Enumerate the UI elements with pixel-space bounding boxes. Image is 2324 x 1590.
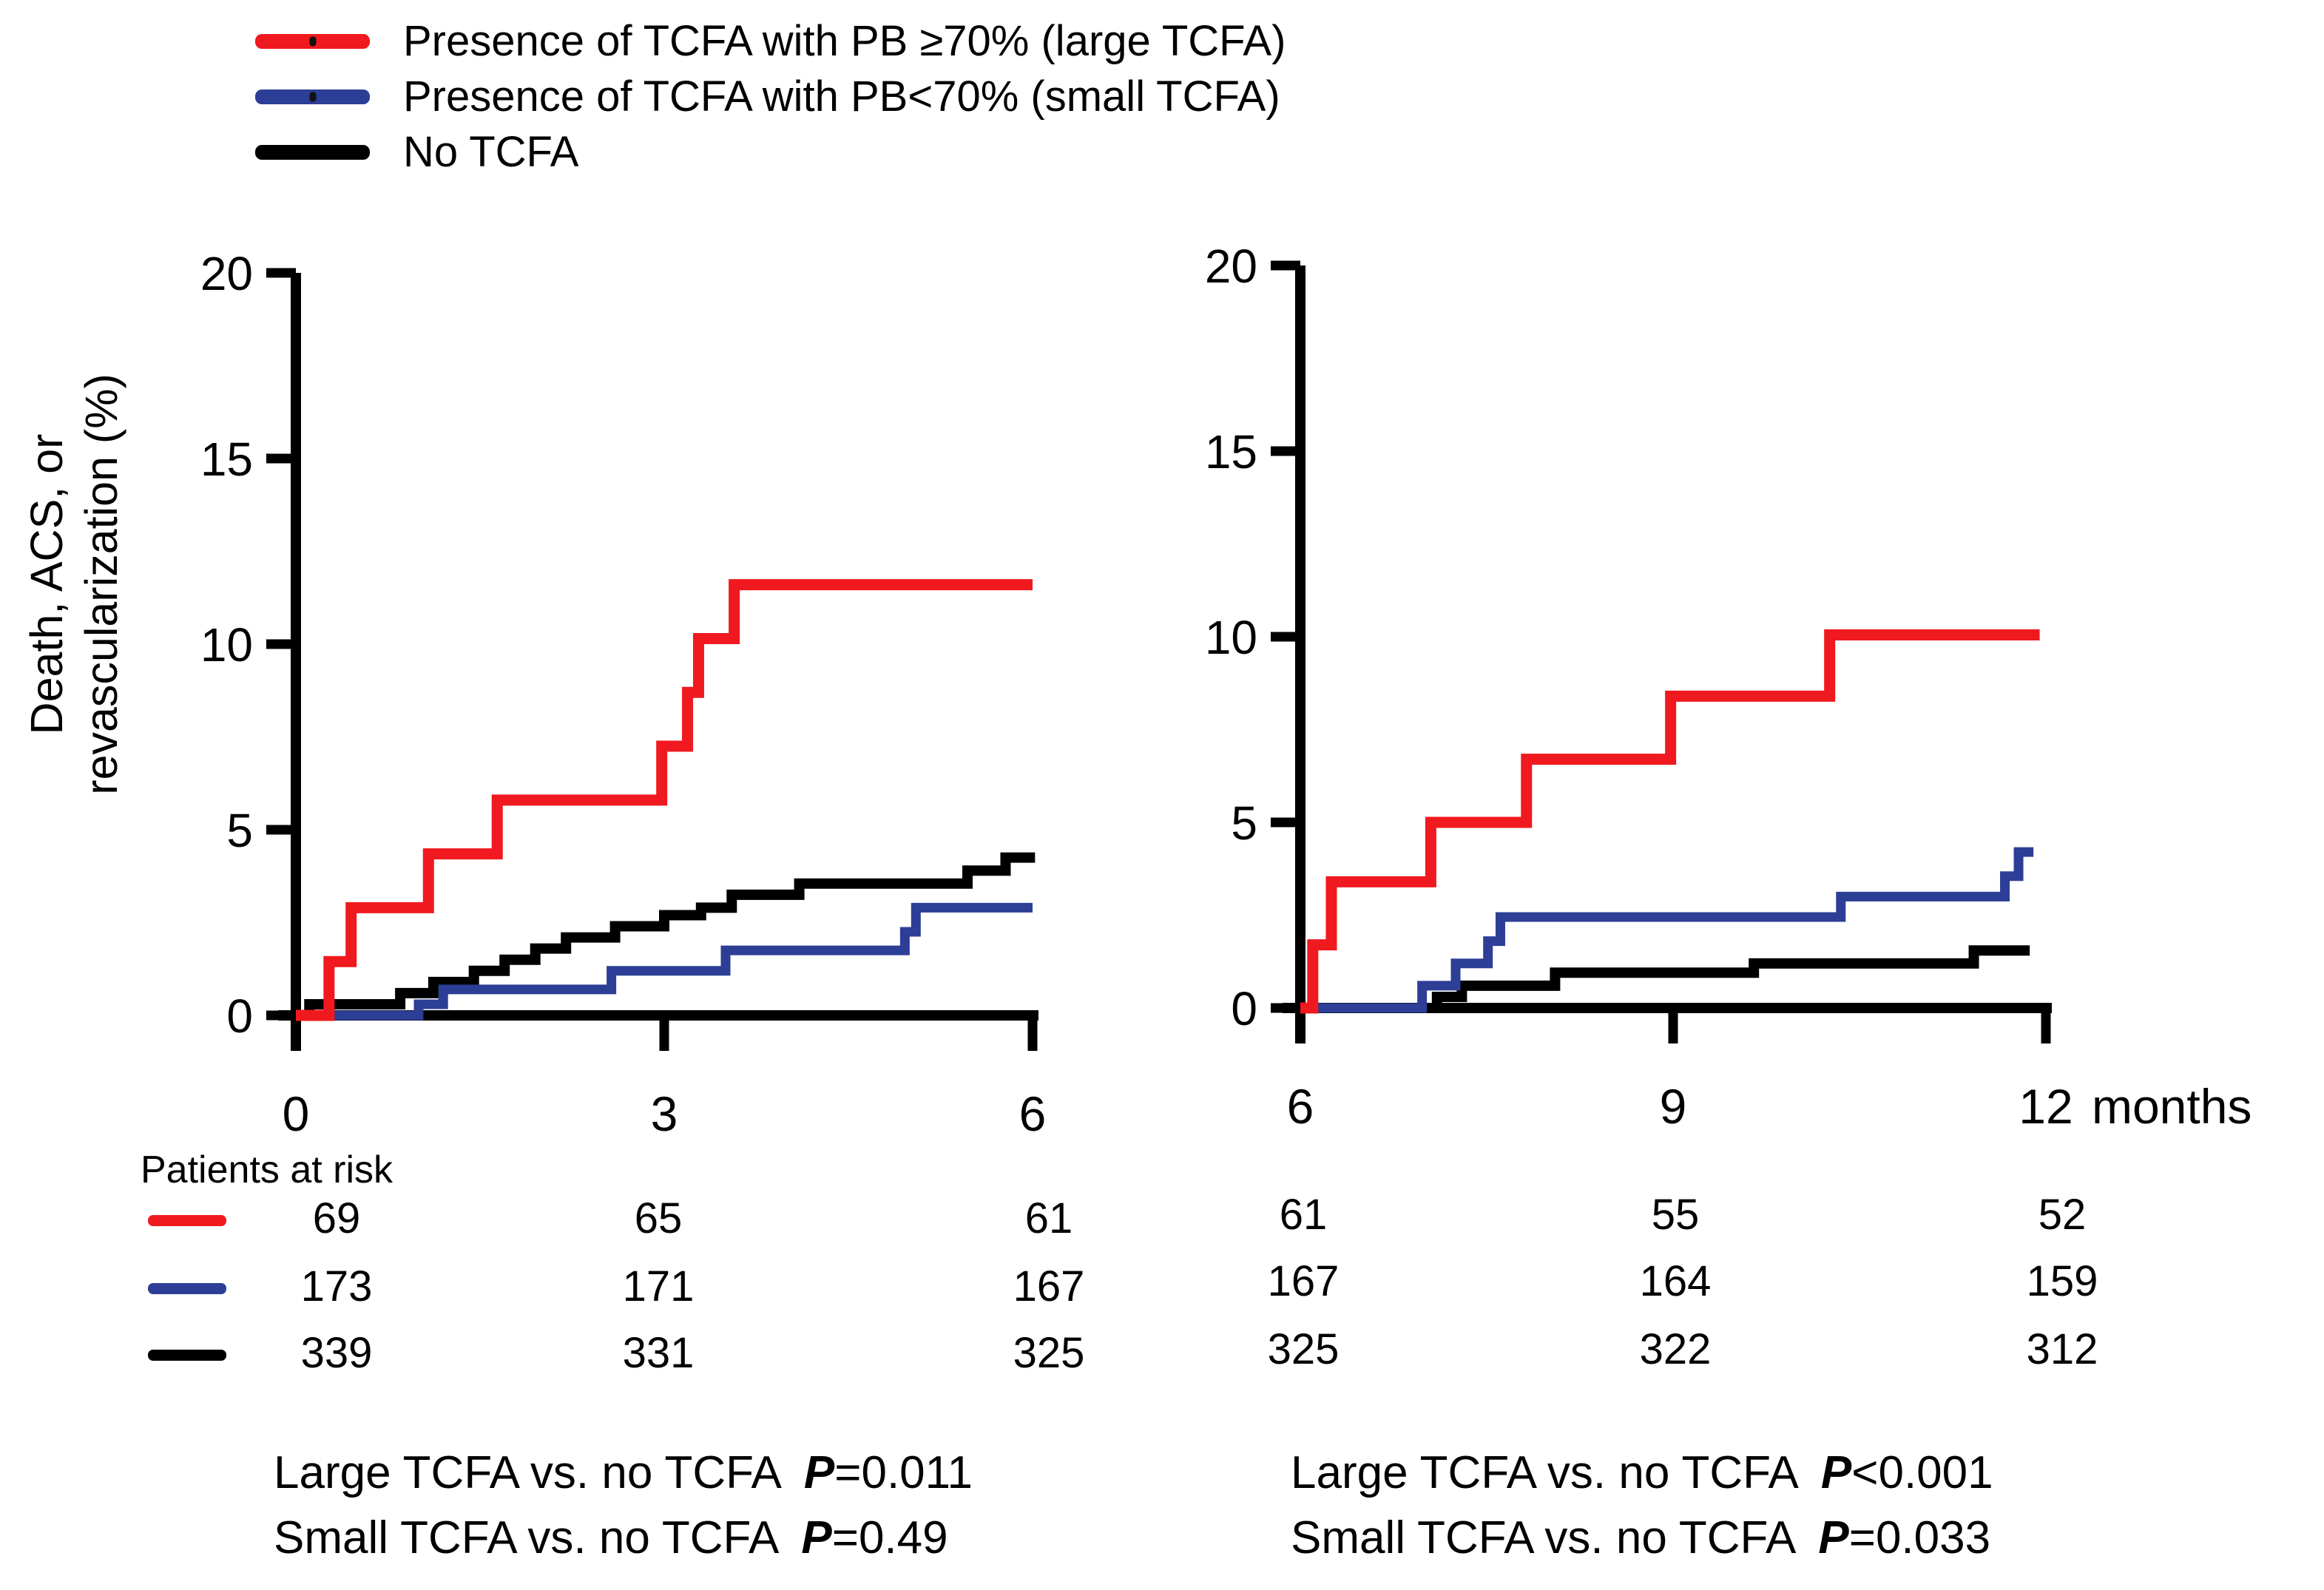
p-value: =0.49 xyxy=(831,1512,948,1563)
legend-label: Presence of TCFA with PB<70% (small TCFA… xyxy=(403,72,1280,121)
legend-label: No TCFA xyxy=(403,128,579,176)
curve-blue xyxy=(296,902,1033,1021)
curve-black xyxy=(296,852,1036,1021)
legend-marker-dot xyxy=(309,36,316,46)
legend: Presence of TCFA with PB ≥70% (large TCF… xyxy=(255,13,1286,180)
risk-count: 61 xyxy=(1024,1194,1073,1242)
risk-count: 325 xyxy=(1013,1329,1085,1377)
risk-count: 339 xyxy=(300,1329,373,1377)
y-tick-label: 0 xyxy=(1231,982,1257,1035)
comparison-label: Small TCFA vs. no TCFA xyxy=(1291,1512,1797,1563)
pvalue-line: Large TCFA vs. no TCFA P=0.011 xyxy=(274,1441,973,1506)
p-symbol: P xyxy=(1820,1447,1852,1498)
x-tick-label: 9 xyxy=(1660,1079,1687,1134)
y-tick-label: 10 xyxy=(200,618,253,671)
x-tick-label: 6 xyxy=(1287,1079,1314,1134)
pvalues-right-panel: Large TCFA vs. no TCFA P<0.001 Small TCFA… xyxy=(1291,1441,1993,1571)
risk-count: 69 xyxy=(312,1194,361,1242)
x-tick-label: 3 xyxy=(651,1086,678,1141)
legend-item-no-tcfa: No TCFA xyxy=(255,124,1286,180)
y-tick-label: 10 xyxy=(1205,611,1257,664)
risk-count: 173 xyxy=(300,1262,373,1310)
risk-count: 164 xyxy=(1639,1257,1712,1305)
risk-count: 331 xyxy=(622,1329,695,1377)
y-axis-title: Death, ACS, or revascularization (%) xyxy=(19,141,129,1028)
p-symbol: P xyxy=(1818,1512,1849,1563)
curve-red xyxy=(296,579,1033,1021)
curve-black xyxy=(1300,945,2030,1013)
risk-count: 322 xyxy=(1639,1325,1712,1373)
blue-line-swatch xyxy=(148,1283,226,1294)
curve-blue xyxy=(1300,847,2034,1013)
pvalue-line: Large TCFA vs. no TCFA P<0.001 xyxy=(1291,1441,1993,1506)
y-tick-label: 5 xyxy=(1231,796,1257,850)
comparison-label: Small TCFA vs. no TCFA xyxy=(274,1512,780,1563)
y-tick-label: 15 xyxy=(1205,425,1257,478)
p-symbol: P xyxy=(801,1512,832,1563)
risk-count: 55 xyxy=(1651,1191,1700,1239)
legend-marker-dot xyxy=(309,92,316,101)
curve-red xyxy=(1300,629,2040,1014)
y-axis-title-line1: Death, ACS, or xyxy=(21,433,72,735)
risk-count: 61 xyxy=(1279,1191,1328,1239)
y-tick-label: 0 xyxy=(226,989,253,1043)
blue-line-swatch xyxy=(255,89,370,104)
x-tick-label: 6 xyxy=(1019,1086,1047,1141)
risk-count: 167 xyxy=(1013,1262,1085,1310)
legend-label: Presence of TCFA with PB ≥70% (large TCF… xyxy=(403,17,1286,65)
legend-item-small-tcfa: Presence of TCFA with PB<70% (small TCFA… xyxy=(255,69,1286,124)
risk-count: 52 xyxy=(2038,1191,2087,1239)
red-line-swatch xyxy=(255,33,370,49)
y-tick-label: 20 xyxy=(200,247,253,300)
comparison-label: Large TCFA vs. no TCFA xyxy=(274,1447,782,1498)
y-axis-title-line2: revascularization (%) xyxy=(76,373,126,795)
red-line-swatch xyxy=(148,1215,226,1226)
patients-at-risk-title: Patients at risk xyxy=(141,1148,393,1191)
p-value: =0.033 xyxy=(1848,1512,1991,1563)
x-tick-label: 0 xyxy=(283,1086,310,1141)
p-symbol: P xyxy=(803,1447,835,1498)
pvalue-line: Small TCFA vs. no TCFA P=0.033 xyxy=(1291,1506,1993,1571)
risk-count: 171 xyxy=(622,1262,695,1310)
black-line-swatch xyxy=(255,144,370,160)
pvalue-line: Small TCFA vs. no TCFA P=0.49 xyxy=(274,1506,973,1571)
risk-count: 159 xyxy=(2026,1257,2098,1305)
comparison-label: Large TCFA vs. no TCFA xyxy=(1291,1447,1799,1498)
km-plot-left: 0 5 10 15 20 0 3 6 xyxy=(200,247,1047,1141)
black-line-swatch xyxy=(148,1350,226,1361)
km-plot-right: 0 5 10 15 20 6 9 12 months xyxy=(1205,240,2252,1134)
risk-count: 325 xyxy=(1267,1325,1340,1373)
y-tick-label: 15 xyxy=(200,433,253,486)
y-tick-label: 5 xyxy=(226,804,253,857)
y-tick-label: 20 xyxy=(1205,240,1257,293)
legend-item-large-tcfa: Presence of TCFA with PB ≥70% (large TCF… xyxy=(255,13,1286,69)
p-value: =0.011 xyxy=(834,1447,973,1498)
p-value: <0.001 xyxy=(1851,1447,1993,1498)
risk-count: 167 xyxy=(1267,1257,1340,1305)
risk-count: 312 xyxy=(2026,1325,2098,1373)
risk-count: 65 xyxy=(634,1194,683,1242)
x-tick-label: 12 xyxy=(2019,1079,2073,1134)
x-axis-unit-label: months xyxy=(2092,1079,2252,1134)
pvalues-left-panel: Large TCFA vs. no TCFA P=0.011 Small TCFA… xyxy=(274,1441,973,1571)
